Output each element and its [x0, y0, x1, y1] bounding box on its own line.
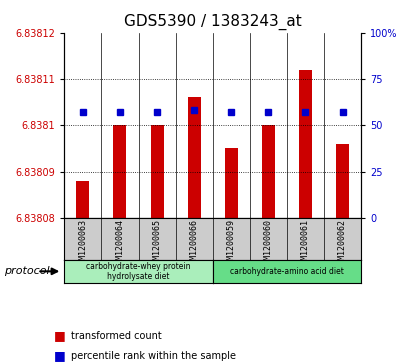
Text: protocol: protocol	[4, 266, 50, 276]
Text: GSM1200066: GSM1200066	[190, 219, 199, 269]
Title: GDS5390 / 1383243_at: GDS5390 / 1383243_at	[124, 14, 302, 30]
Text: GSM1200059: GSM1200059	[227, 219, 236, 269]
Bar	[76, 181, 89, 218]
Text: GSM1200063: GSM1200063	[78, 219, 88, 269]
Bar	[151, 125, 164, 218]
Text: ■: ■	[54, 329, 66, 342]
Bar	[113, 125, 127, 218]
Bar	[262, 125, 275, 218]
Bar	[188, 97, 200, 218]
Text: percentile rank within the sample: percentile rank within the sample	[71, 351, 236, 361]
Text: ■: ■	[54, 349, 66, 362]
Bar	[299, 70, 312, 218]
Text: carbohydrate-amino acid diet: carbohydrate-amino acid diet	[230, 267, 344, 276]
Text: GSM1200062: GSM1200062	[338, 219, 347, 269]
Bar	[225, 148, 238, 218]
Text: transformed count: transformed count	[71, 331, 161, 341]
Text: GSM1200060: GSM1200060	[264, 219, 273, 269]
Text: GSM1200064: GSM1200064	[115, 219, 124, 269]
Text: GSM1200061: GSM1200061	[301, 219, 310, 269]
Text: carbohydrate-whey protein
hydrolysate diet: carbohydrate-whey protein hydrolysate di…	[86, 262, 191, 281]
Bar	[336, 144, 349, 218]
Text: GSM1200065: GSM1200065	[153, 219, 161, 269]
